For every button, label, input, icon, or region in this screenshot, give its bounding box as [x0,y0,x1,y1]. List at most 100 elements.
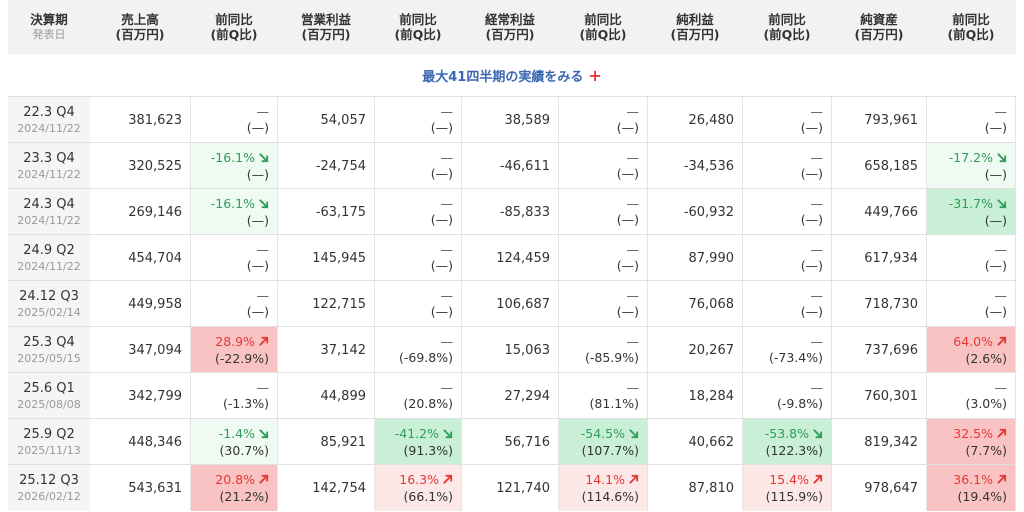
net-assets-value: 449,766 [864,204,918,220]
ordinary-change-cell: — (—) [558,189,648,235]
yoy-change: -54.5% [581,426,639,443]
qoq-change: (—) [984,120,1007,135]
qoq-change: (—) [246,212,269,228]
assets-change-cell: — (—) [926,235,1016,281]
header-net-change: 前同比 (前Q比) [742,0,832,54]
show-more-quarters-link[interactable]: 最大41四半期の実績をみる + [8,54,1016,96]
operating-profit-value: -63,175 [315,204,366,220]
sales-change-cell: — (—) [190,97,278,143]
header-assets-change-sub: (前Q比) [947,27,995,42]
table-header: 決算期 発表日 売上高 (百万円) 前同比 (前Q比) 営業利益 (百万円) 前… [8,0,1016,54]
operating-change-cell: -41.2% (91.3%) [374,419,462,465]
ordinary-change-cell: — (—) [558,235,648,281]
operating-change-cell: — (—) [374,143,462,189]
yoy-value: -31.7% [948,195,993,211]
operating-change-cell: — (—) [374,97,462,143]
qoq-change: (—) [984,212,1007,228]
arrow-up-right-icon [258,335,269,351]
yoy-value: — [810,334,824,349]
arrow-down-right-icon [258,197,269,213]
header-sales-change-label: 前同比 [215,12,253,27]
table-row: 24.3 Q4 2024/11/22 269,146 -16.1% (—) -63,175… [8,188,1016,235]
qoq-change: (—) [246,304,269,319]
header-sales: 売上高 (百万円) [90,0,190,54]
header-net-profit-unit: (百万円) [670,27,720,42]
yoy-value: 36.1% [953,471,993,487]
operating-change-cell: — (-69.8%) [374,327,462,373]
period-cell: 25.3 Q4 2025/05/15 [8,327,90,373]
arrow-down-right-icon [812,427,823,443]
yoy-change: — [811,242,824,258]
yoy-value: — [440,288,454,303]
table-row: 24.12 Q3 2025/02/14 449,958— (—) 122,715— (—)… [8,280,1016,327]
yoy-value: — [810,242,824,257]
period-cell: 25.12 Q3 2026/02/12 [8,465,90,511]
yoy-change: — [257,380,270,396]
show-more-label[interactable]: 最大41四半期の実績をみる [422,69,584,85]
net-profit-value: -34,536 [683,158,734,174]
ordinary-profit-value: 38,589 [504,112,551,128]
arrow-down-right-icon [258,151,269,167]
qoq-change: (—) [430,212,453,227]
net-assets-value: 978,647 [864,480,918,496]
header-assets-change: 前同比 (前Q比) [926,0,1016,54]
yoy-change: — [995,288,1008,304]
yoy-change: — [257,288,270,304]
yoy-value: — [626,104,640,119]
qoq-change: (115.9%) [765,488,823,504]
net-assets-value: 617,934 [864,250,918,266]
yoy-change: — [811,196,824,212]
net-assets-value: 793,961 [864,112,918,128]
qoq-change: (—) [616,212,639,227]
net-assets-value: 658,185 [864,158,918,174]
sales-value: 454,704 [128,250,182,266]
qoq-change: (30.7%) [219,442,269,458]
yoy-change: — [257,104,270,120]
announcement-date: 2025/08/08 [17,397,81,411]
header-operating-profit: 営業利益 (百万円) [278,0,374,54]
arrow-up-right-icon [442,473,453,489]
qoq-change: (21.2%) [219,488,269,504]
header-ordinary-change: 前同比 (前Q比) [558,0,648,54]
table-row: 22.3 Q4 2024/11/22 381,623— (—) 54,057— (—) 38… [8,96,1016,143]
operating-change-cell: — (—) [374,189,462,235]
yoy-change: — [811,104,824,120]
yoy-change: — [627,334,640,350]
qoq-change: (—) [430,258,453,273]
qoq-change: (114.6%) [581,488,639,504]
qoq-change: (-9.8%) [776,396,823,411]
qoq-change: (—) [430,304,453,319]
arrow-up-right-icon [812,473,823,489]
header-assets-change-label: 前同比 [952,12,990,27]
qoq-change: (-22.9%) [215,350,269,366]
yoy-value: 15.4% [769,471,809,487]
sales-value: 320,525 [128,158,182,174]
yoy-value: — [440,150,454,165]
net-change-cell: 15.4% (115.9%) [742,465,832,511]
yoy-value: — [810,380,824,395]
net-change-cell: -53.8% (122.3%) [742,419,832,465]
qoq-change: (—) [800,166,823,181]
period-label: 22.3 Q4 [23,104,75,120]
assets-change-cell: — (—) [926,281,1016,327]
period-cell: 25.9 Q2 2025/11/13 [8,419,90,465]
qoq-change: (—) [616,258,639,273]
operating-change-cell: — (—) [374,281,462,327]
yoy-change: 15.4% [769,472,823,489]
plus-icon[interactable]: + [588,65,602,85]
header-sales-change: 前同比 (前Q比) [190,0,278,54]
yoy-value: — [626,288,640,303]
qoq-change: (—) [984,166,1007,182]
sales-change-cell: 28.9% (-22.9%) [190,327,278,373]
yoy-value: -41.2% [394,425,439,441]
yoy-value: -1.4% [218,425,255,441]
assets-change-cell: 36.1% (19.4%) [926,465,1016,511]
period-label: 25.6 Q1 [23,380,75,396]
yoy-value: — [256,104,270,119]
announcement-date: 2024/11/22 [17,121,81,135]
ordinary-change-cell: — (—) [558,97,648,143]
yoy-change: 16.3% [399,472,453,489]
operating-change-cell: 16.3% (66.1%) [374,465,462,511]
header-sales-unit: (百万円) [115,27,165,42]
sales-change-cell: — (—) [190,281,278,327]
